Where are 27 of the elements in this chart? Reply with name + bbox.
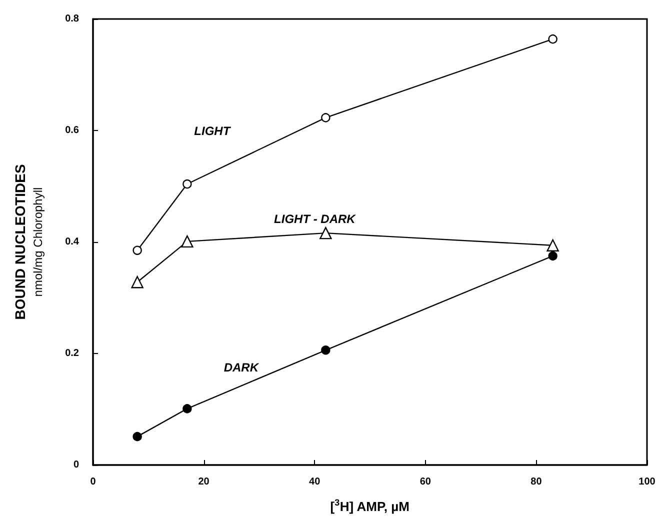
y-tick-label: 0: [73, 460, 80, 470]
x-tick-label: 60: [420, 476, 432, 488]
point: [320, 226, 332, 240]
series-label: LIGHT - DARK: [274, 212, 357, 226]
point: [182, 404, 192, 414]
point: [546, 239, 559, 252]
point: [321, 346, 330, 355]
series-label: DARK: [224, 360, 260, 375]
y-tick-label: 0.6: [65, 125, 80, 136]
point: [182, 179, 192, 189]
point: [548, 34, 558, 44]
series-label: LIGHT: [194, 124, 232, 138]
point: [321, 113, 330, 122]
x-tick-label: 80: [530, 476, 542, 488]
y-tick-label: 0.8: [65, 14, 80, 24]
point: [132, 432, 142, 442]
point: [181, 235, 194, 248]
point: [132, 246, 142, 255]
x-tick-label: 20: [198, 476, 210, 488]
point: [548, 251, 558, 261]
x-tick-label: 0: [90, 476, 96, 488]
x-tick-label: 100: [638, 476, 656, 488]
y-tick-label: 0.4: [65, 236, 80, 248]
y-axis-title: BOUND NUCLEOTIDES nmol/mg Chlorophyll: [12, 164, 45, 320]
y-tick-label: 0.2: [65, 348, 80, 359]
point: [131, 276, 144, 288]
x-tick-label: 40: [309, 476, 321, 488]
